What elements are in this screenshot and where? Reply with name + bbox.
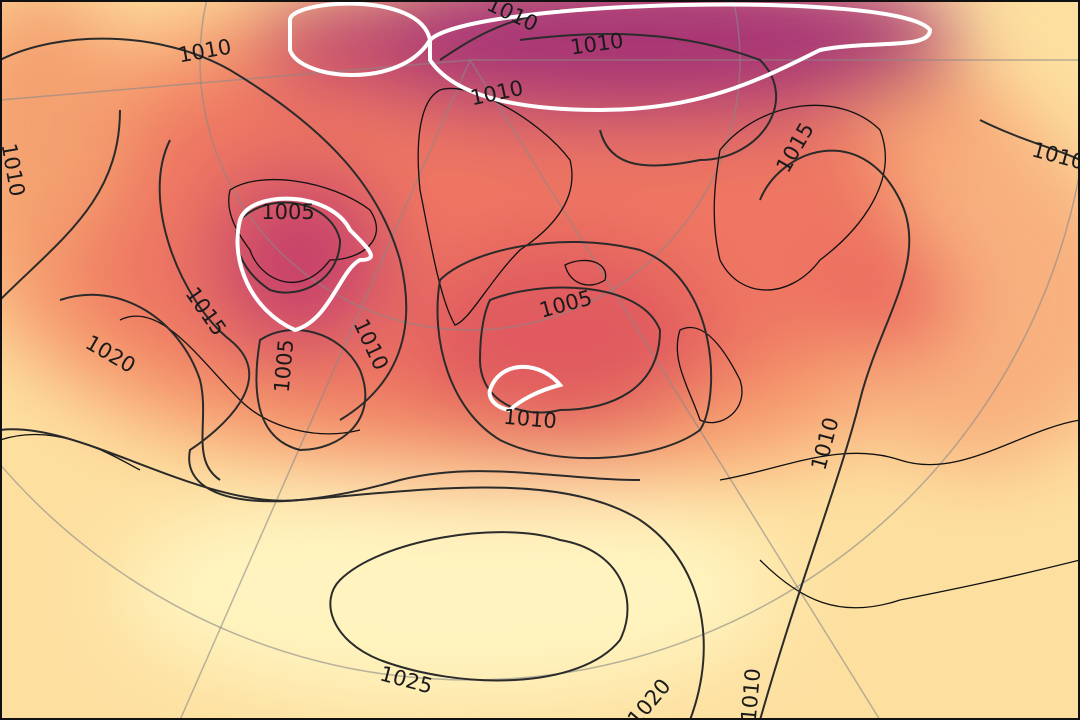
isobar-label: 1005	[261, 200, 314, 224]
meridian	[469, 59, 881, 720]
british-isles	[676, 326, 743, 424]
isobar	[235, 201, 342, 294]
isobar	[519, 33, 778, 167]
isobars	[0, 9, 1080, 720]
scandinavia	[713, 104, 886, 291]
isobar	[478, 286, 662, 414]
isobar-label: 1010	[737, 667, 766, 720]
isobar	[436, 240, 713, 460]
meridian	[179, 59, 471, 720]
isobar	[979, 119, 1080, 161]
isobar	[0, 109, 121, 301]
meridian	[0, 59, 471, 101]
isobar	[0, 37, 408, 421]
isobar	[759, 149, 911, 720]
isobar-label: 1005	[270, 338, 299, 393]
white-contour	[235, 196, 373, 333]
greenland	[417, 87, 573, 326]
isobar	[158, 139, 641, 503]
white-contour	[288, 1, 933, 113]
isobar	[59, 293, 221, 481]
zero-contours	[235, 1, 933, 413]
white-contour	[487, 364, 564, 413]
iceland	[564, 259, 607, 286]
hudson-bay	[228, 179, 377, 284]
north-america	[119, 315, 361, 435]
isobar	[0, 428, 705, 720]
isobar	[255, 329, 367, 452]
isobar	[329, 531, 629, 682]
isobar-label: 1010	[502, 405, 557, 434]
